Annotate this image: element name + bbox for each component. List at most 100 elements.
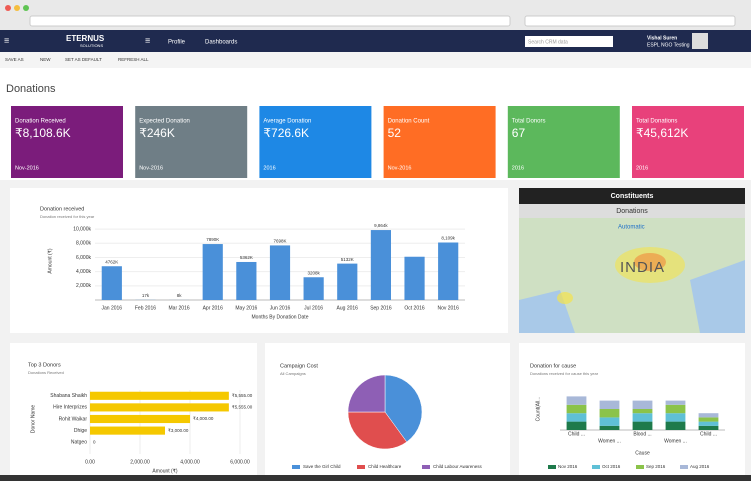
sea <box>519 260 745 333</box>
nav-bar <box>0 30 751 52</box>
bar <box>269 245 291 300</box>
map-title: Constituents <box>611 193 654 200</box>
x-tick-label: Women ... <box>664 438 687 444</box>
search-box[interactable] <box>525 36 613 47</box>
y-axis-label: Count(All... <box>535 397 541 422</box>
y-axis-label: Donor Name <box>30 405 36 434</box>
pie-slice <box>347 374 386 413</box>
legend-swatch <box>422 465 430 469</box>
tile-period: 2016 <box>636 165 648 171</box>
kpi-tile[interactable] <box>135 106 248 178</box>
legend-label: Nov 2016 <box>558 464 578 469</box>
bar <box>101 266 122 300</box>
data-label: ₹5,555.00 <box>232 405 253 410</box>
data-label: 17k <box>142 293 150 298</box>
bar <box>370 230 391 300</box>
data-label: 7698K <box>273 239 286 244</box>
legend-swatch <box>636 465 644 469</box>
nav-menu[interactable]: Profile <box>168 40 186 46</box>
data-label: 8,109k <box>441 236 455 241</box>
toolbar-button[interactable]: NEW <box>40 57 51 62</box>
tile-value: 67 <box>512 126 526 140</box>
bar <box>337 263 358 300</box>
kpi-tile[interactable] <box>632 106 744 178</box>
map-mode[interactable]: Automatic <box>618 225 645 231</box>
tile-value: ₹45,612K <box>636 126 688 140</box>
bar-segment <box>698 413 719 418</box>
x-tick-label: 0.00 <box>85 459 95 465</box>
brand-sub: SOLUTIONS <box>80 43 103 48</box>
panel <box>519 343 745 481</box>
bar <box>90 403 229 412</box>
x-tick-label: 6,000.00 <box>230 459 250 465</box>
browser-search[interactable] <box>524 15 736 27</box>
data-label: 4762K <box>105 259 118 264</box>
bottom-edge <box>0 475 751 481</box>
tile-value: ₹246K <box>139 126 175 140</box>
avatar[interactable] <box>692 33 708 49</box>
data-label: 5362K <box>240 255 253 260</box>
data-label: 5132K <box>341 257 354 262</box>
bar-segment <box>566 413 587 422</box>
bar-segment <box>566 421 587 430</box>
x-tick-label: Mar 2016 <box>169 305 190 311</box>
bar-segment <box>599 400 620 409</box>
nav-menu[interactable]: Dashboards <box>205 40 237 46</box>
x-tick-label: Jan 2016 <box>102 305 123 311</box>
map-label: INDIA <box>620 259 665 276</box>
bar-segment <box>698 425 719 430</box>
map-header <box>519 188 745 204</box>
tile-label: Donation Received <box>15 119 66 125</box>
toolbar-button[interactable]: SET AS DEFAULT <box>65 57 102 62</box>
legend-label: Child Labour Awareness <box>433 464 482 469</box>
kpi-tile[interactable] <box>383 106 496 178</box>
chart-title: Campaign Cost <box>280 363 318 369</box>
tile-period: Nov-2016 <box>139 165 163 171</box>
bar <box>303 277 324 300</box>
bar <box>404 256 425 300</box>
x-tick-label: Blood ... <box>633 431 651 437</box>
toolbar-button[interactable]: SAVE AS <box>5 57 24 62</box>
bar-segment <box>632 400 653 409</box>
address-bar[interactable] <box>29 15 511 27</box>
data-label: ₹5,555.00 <box>232 393 253 398</box>
data-label: 7890K <box>206 237 219 242</box>
bar-segment <box>566 396 587 405</box>
panel <box>10 343 257 481</box>
chart-subtitle: Donation received for this year <box>40 214 95 219</box>
x-axis-label: Amount (₹) <box>152 468 177 474</box>
data-label: 8k <box>177 293 183 298</box>
tile-label: Total Donors <box>512 119 546 125</box>
kpi-tile[interactable] <box>507 106 620 178</box>
bar-segment <box>632 409 653 414</box>
nav-icon[interactable]: ≡ <box>145 35 150 45</box>
tile-label: Expected Donation <box>139 119 190 125</box>
window-button[interactable] <box>23 5 29 11</box>
bar-segment <box>599 417 620 426</box>
tile-value: 52 <box>388 126 402 140</box>
window-button[interactable] <box>14 5 20 11</box>
tile-period: Nov-2016 <box>388 165 412 171</box>
window-button[interactable] <box>5 5 11 11</box>
legend-label: Aug 2016 <box>690 464 710 469</box>
map-subheader <box>519 204 745 218</box>
bar <box>90 414 190 424</box>
toolbar-button[interactable]: REFRESH ALL <box>118 57 149 62</box>
tile-period: Nov-2016 <box>15 165 39 171</box>
legend-swatch <box>592 465 600 469</box>
legend-swatch <box>548 465 556 469</box>
search-placeholder: Search CRM data <box>528 39 568 45</box>
x-tick-label: May 2016 <box>235 305 257 311</box>
menu-icon[interactable]: ≡ <box>4 35 9 45</box>
page-title: Donations <box>6 83 56 95</box>
kpi-tile[interactable] <box>11 106 123 178</box>
y-tick-label: Natgeo <box>71 440 87 446</box>
bar-segment <box>599 425 620 430</box>
kpi-tile[interactable] <box>259 106 372 178</box>
pie-slice <box>347 411 408 450</box>
legend-label: Save the Girl Child <box>303 464 341 469</box>
x-tick-label: Oct 2016 <box>404 305 425 311</box>
bar-segment <box>632 421 653 430</box>
bar-segment <box>665 404 686 414</box>
